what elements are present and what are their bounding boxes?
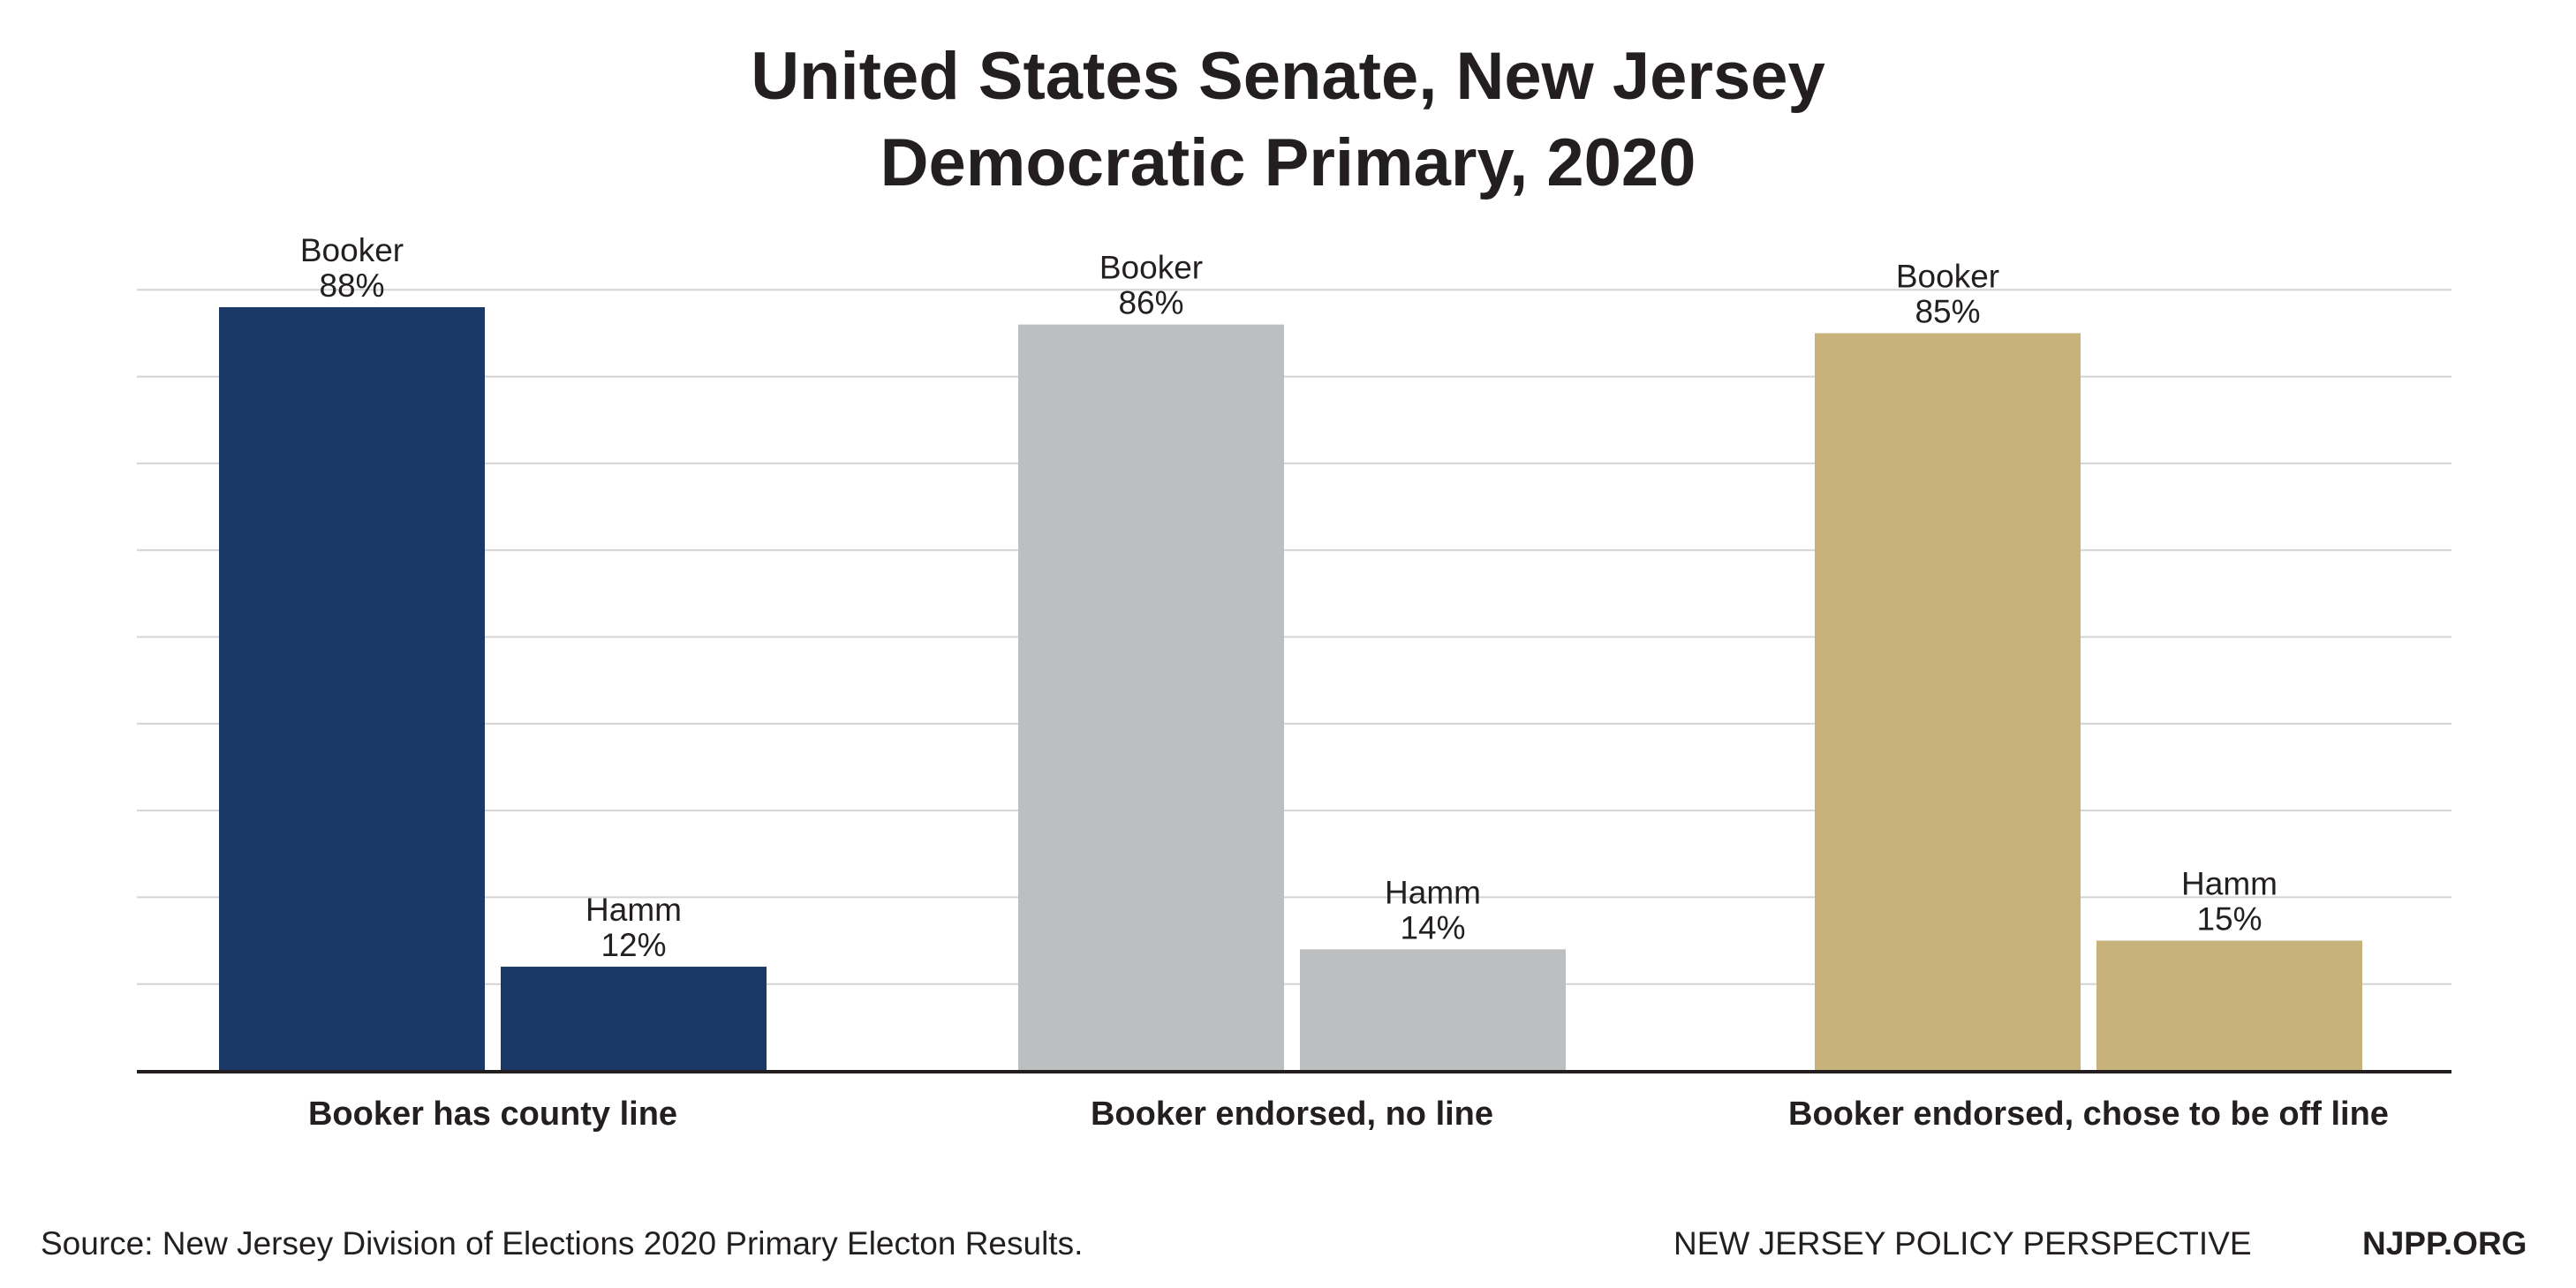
- data-label-value: 86%: [1118, 285, 1183, 321]
- category-label: Booker endorsed, chose to be off line: [1788, 1096, 2389, 1133]
- bar-booker: [1018, 324, 1284, 1071]
- data-label-name: Hamm: [585, 892, 682, 928]
- data-label-value: 15%: [2196, 901, 2262, 938]
- data-label-name: Booker: [300, 232, 404, 268]
- bar-booker: [219, 306, 485, 1072]
- bar-hamm: [501, 967, 767, 1071]
- data-label-value: 88%: [319, 267, 384, 304]
- data-label-name: Hamm: [2181, 866, 2278, 902]
- title-line-2: Democratic Primary, 2020: [880, 125, 1696, 200]
- bar-hamm: [2096, 940, 2362, 1071]
- org-name: NEW JERSEY POLICY PERSPECTIVE: [1673, 1225, 2252, 1262]
- data-label-name: Hamm: [1385, 874, 1481, 910]
- source-note: Source: New Jersey Division of Elections…: [41, 1225, 1084, 1262]
- bar-hamm: [1300, 949, 1566, 1071]
- data-label-value: 12%: [601, 927, 666, 963]
- category-label: Booker has county line: [308, 1096, 677, 1133]
- data-label-name: Booker: [1099, 250, 1203, 286]
- title-line-1: United States Senate, New Jersey: [751, 39, 1825, 114]
- bar-booker: [1815, 333, 2081, 1071]
- category-label: Booker endorsed, no line: [1091, 1096, 1493, 1133]
- data-label-name: Booker: [1896, 258, 1999, 294]
- data-label-value: 85%: [1915, 293, 1980, 329]
- chart-title: United States Senate, New Jersey Democra…: [0, 34, 2576, 207]
- data-label-value: 14%: [1400, 909, 1465, 945]
- org-website: NJPP.ORG: [2362, 1225, 2527, 1262]
